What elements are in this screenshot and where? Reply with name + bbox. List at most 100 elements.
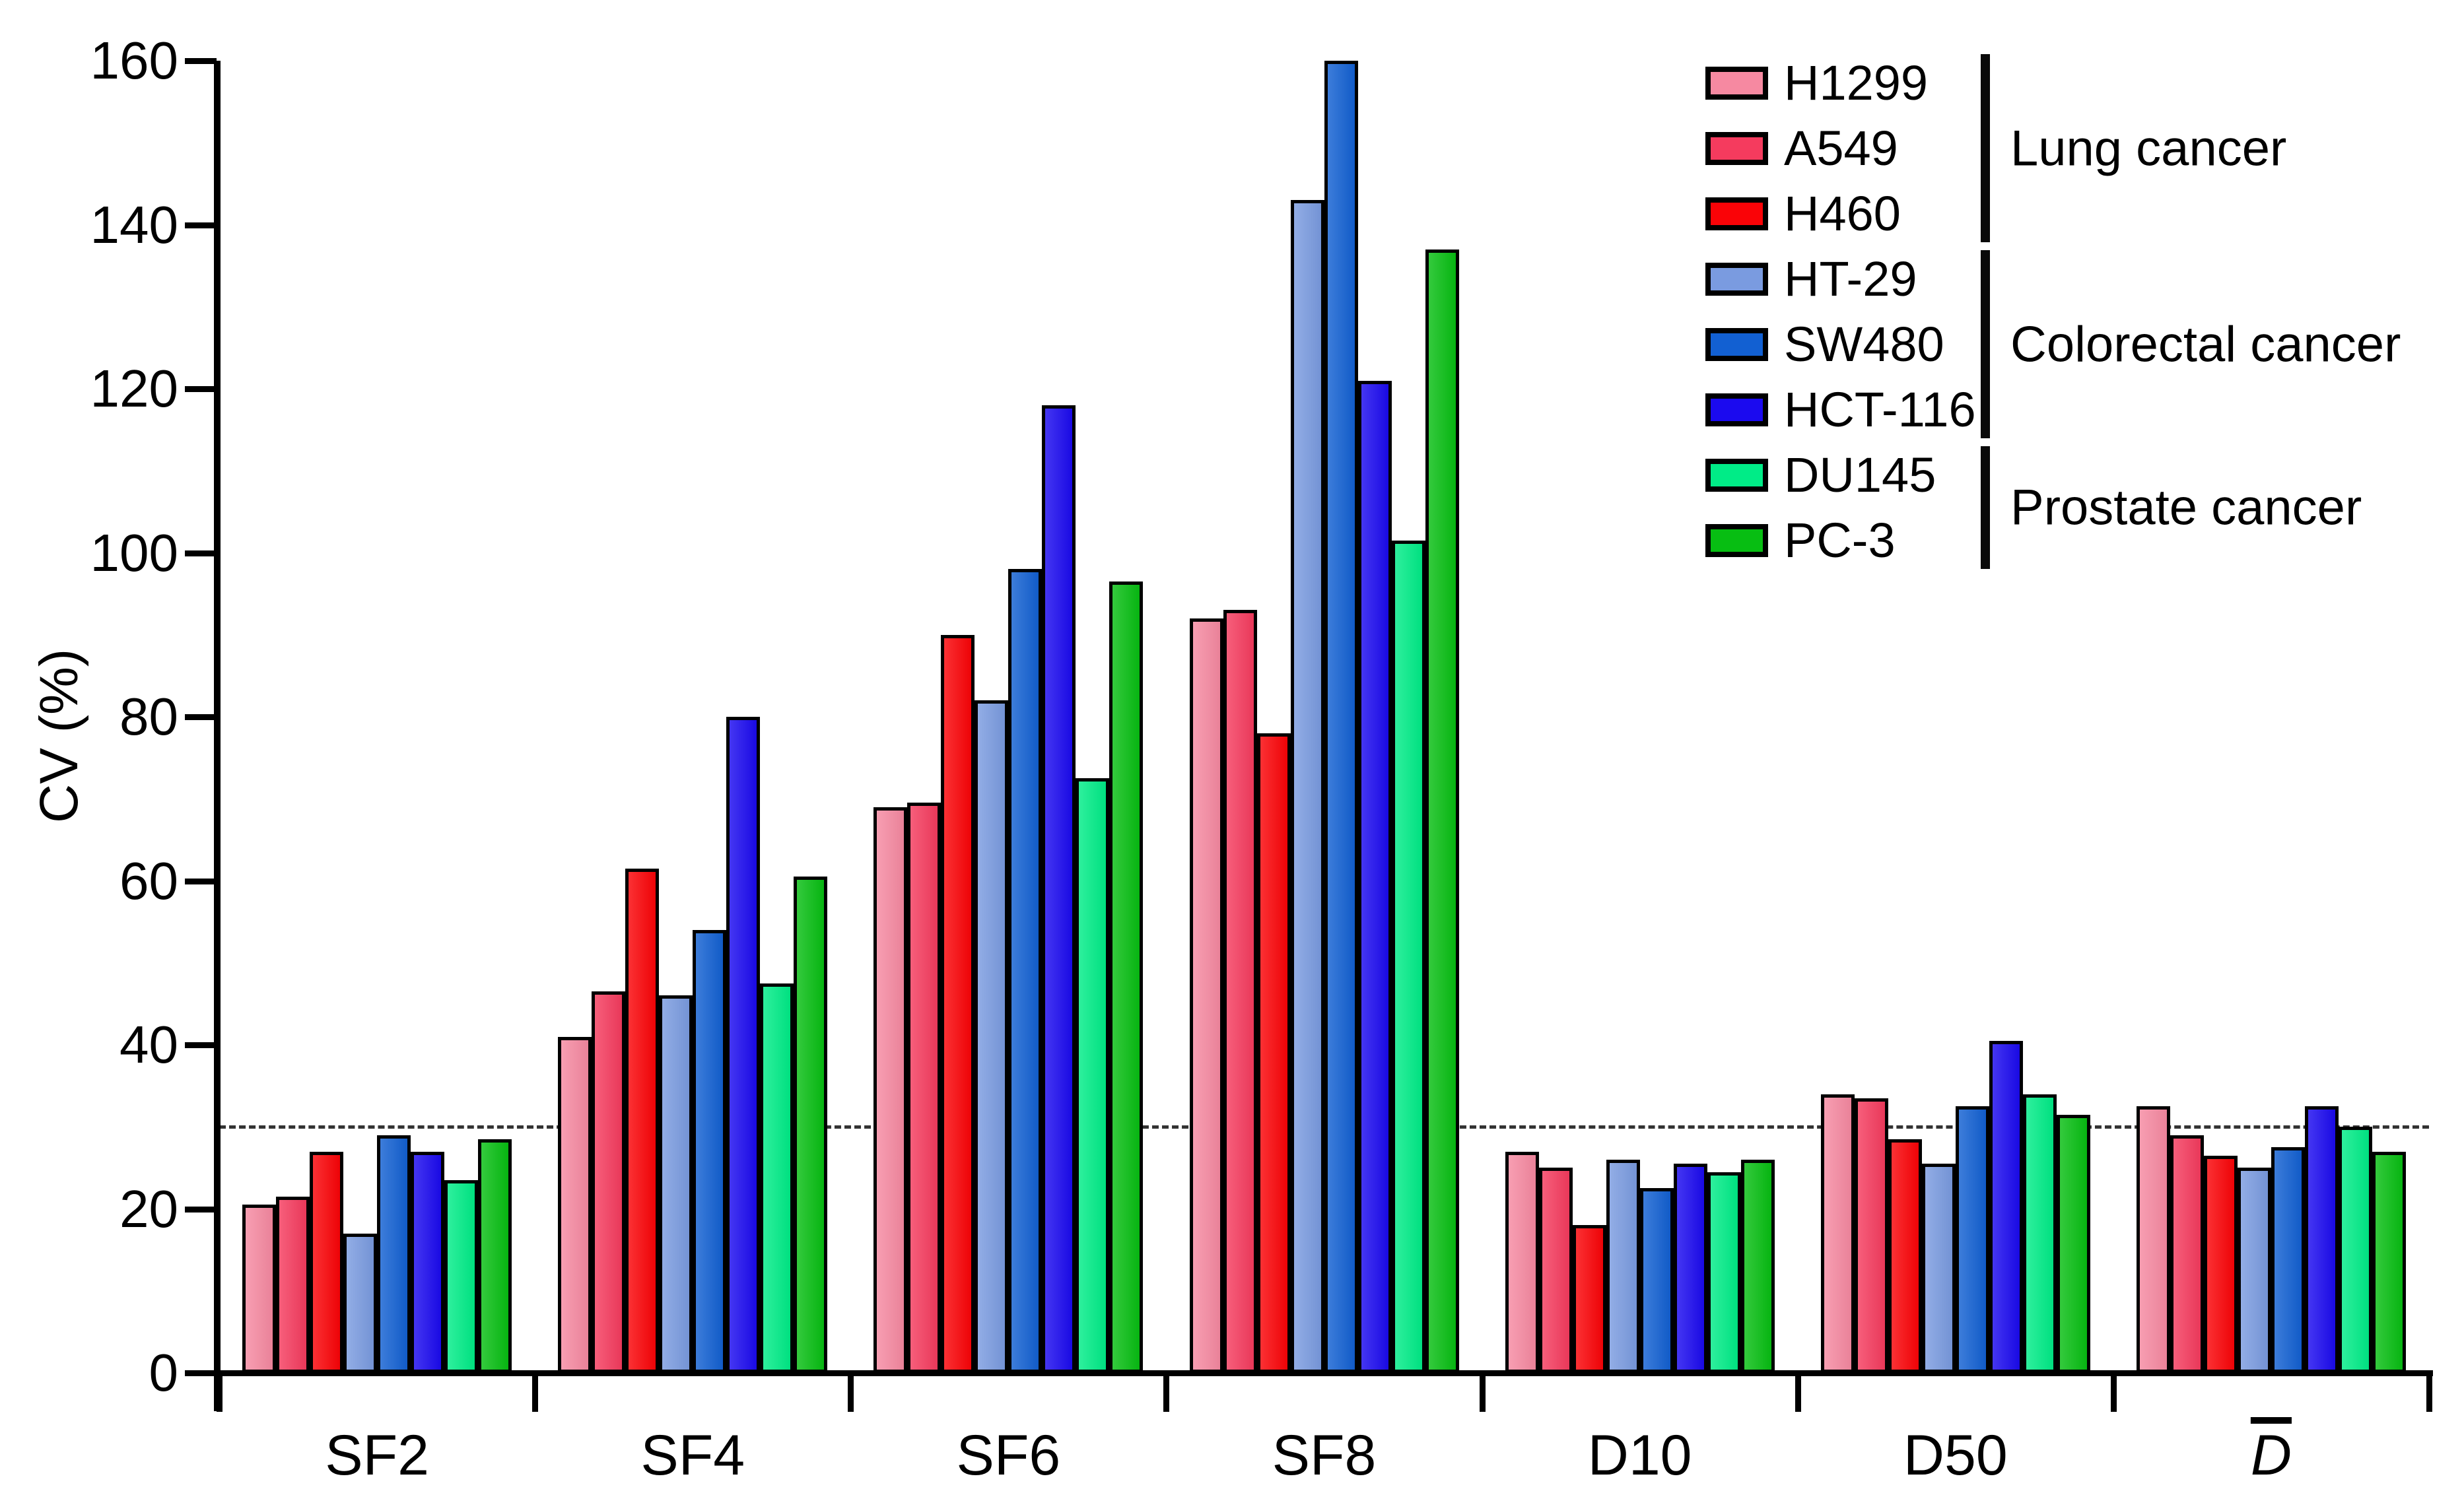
legend-item-SW480: SW480 [1705, 312, 1944, 377]
y-tick-label: 0 [149, 1343, 179, 1402]
x-tick [217, 1376, 222, 1412]
x-category-label-D10: D10 [1587, 1424, 1692, 1487]
legend-bracket-colorectal [1981, 250, 1990, 438]
bar-A549-SF2 [276, 1196, 310, 1373]
bar-A549-SF4 [592, 991, 626, 1373]
bar-H1299-SF8 [1189, 618, 1223, 1373]
legend-label-HT-29: HT-29 [1784, 251, 1917, 306]
bar-A549-SF8 [1223, 610, 1257, 1373]
y-tick-label: 120 [90, 359, 178, 418]
bar-H1299-SF2 [242, 1205, 277, 1373]
x-tick [1163, 1376, 1170, 1412]
legend-item-HCT-116: HCT-116 [1705, 377, 1976, 442]
y-tick [185, 550, 217, 556]
bar-SW480-SF2 [377, 1135, 411, 1373]
legend-item-H460: H460 [1705, 181, 1901, 246]
y-tick-label: 100 [90, 523, 178, 582]
bar-A549-D50 [1854, 1098, 1888, 1373]
bar-H1299-D10 [1505, 1151, 1539, 1373]
x-category-label-D50: D50 [1903, 1424, 2008, 1487]
legend-label-H460: H460 [1784, 186, 1901, 241]
bar-DU145-SF6 [1076, 778, 1110, 1373]
bar-HCT-116-SF8 [1357, 380, 1392, 1373]
legend-swatch-H1299 [1705, 66, 1768, 100]
y-tick [185, 878, 217, 884]
legend-bracket-lung [1981, 54, 1990, 242]
bar-H1299-SF4 [558, 1036, 592, 1373]
bar-A549-D10 [1538, 1168, 1573, 1373]
bar-PC-3-SF6 [1109, 581, 1144, 1373]
bar-HCT-116-SF4 [726, 717, 761, 1373]
legend-label-PC-3: PC-3 [1784, 513, 1896, 568]
bar-H460-SF6 [941, 634, 975, 1373]
legend-label-HCT-116: HCT-116 [1784, 382, 1976, 437]
y-axis-line [214, 61, 221, 1411]
bar-HCT-116-D50 [1989, 1040, 2023, 1373]
y-tick-label: 60 [120, 851, 178, 910]
bar-SW480-SF4 [693, 930, 727, 1373]
x-category-label-SF8: SF8 [1272, 1424, 1377, 1487]
bar-H1299-D50 [1820, 1094, 1855, 1373]
bar-DU145-SF8 [1391, 540, 1425, 1373]
bar-H1299-SF6 [873, 807, 908, 1373]
bar-H460-SF2 [310, 1151, 344, 1373]
bar-DU145-D50 [2022, 1094, 2057, 1373]
bar-HT-29-SF8 [1290, 200, 1324, 1373]
legend-group-label-prostate: Prostate cancer [2010, 479, 2362, 536]
y-tick [185, 1206, 217, 1213]
y-tick [185, 386, 217, 392]
x-category-label-SF4: SF4 [640, 1424, 745, 1487]
bar-DU145-D10 [1707, 1172, 1741, 1373]
legend-group-label-lung: Lung cancer [2010, 120, 2287, 176]
x-tick [1479, 1376, 1486, 1412]
bar-HCT-116-D [2304, 1106, 2339, 1373]
y-tick-label: 140 [90, 195, 178, 254]
bar-PC-3-SF8 [1425, 249, 1459, 1373]
y-axis-title: CV (%) [29, 648, 89, 823]
y-tick [185, 714, 217, 720]
legend-item-H1299: H1299 [1705, 50, 1928, 116]
bar-PC-3-D10 [1740, 1159, 1775, 1373]
x-category-label-SF6: SF6 [956, 1424, 1061, 1487]
bar-PC-3-D [2372, 1151, 2406, 1373]
bar-HT-29-D50 [1921, 1164, 1956, 1373]
bar-PC-3-D50 [2056, 1114, 2090, 1373]
x-tick [2110, 1376, 2117, 1412]
bar-H460-D [2203, 1155, 2238, 1373]
x-tick [1795, 1376, 1801, 1412]
bar-H1299-D [2136, 1106, 2170, 1373]
legend-swatch-H460 [1705, 197, 1768, 230]
legend-swatch-HCT-116 [1705, 393, 1768, 426]
legend-item-A549: A549 [1705, 116, 1898, 181]
bar-SW480-D10 [1639, 1188, 1674, 1373]
legend-label-H1299: H1299 [1784, 55, 1929, 110]
y-tick [185, 1370, 217, 1376]
bar-A549-SF6 [907, 803, 941, 1373]
legend-swatch-SW480 [1705, 327, 1768, 361]
x-axis-line [214, 1370, 2433, 1376]
bar-H460-D10 [1572, 1225, 1606, 1373]
legend-bracket-prostate [1981, 446, 1990, 569]
bar-SW480-D [2271, 1147, 2305, 1373]
legend-label-A549: A549 [1784, 121, 1898, 176]
legend-swatch-A549 [1705, 131, 1768, 165]
x-tick [532, 1376, 539, 1412]
y-tick-label: 80 [120, 687, 178, 746]
bar-SW480-D50 [1955, 1106, 1989, 1373]
bar-HT-29-SF4 [659, 995, 693, 1373]
bar-DU145-SF2 [444, 1180, 479, 1373]
legend-group-label-colorectal: Colorectal cancer [2010, 316, 2401, 372]
bar-HT-29-D10 [1606, 1159, 1640, 1373]
legend-swatch-PC-3 [1705, 523, 1768, 557]
legend-item-DU145: DU145 [1705, 442, 1936, 508]
legend-label-SW480: SW480 [1784, 317, 1944, 372]
x-tick [848, 1376, 854, 1412]
x-category-label-D: D [2250, 1424, 2292, 1487]
x-category-label-SF2: SF2 [325, 1424, 429, 1487]
bar-PC-3-SF2 [478, 1139, 512, 1373]
y-tick-label: 40 [120, 1015, 178, 1074]
legend-item-PC-3: PC-3 [1705, 508, 1896, 573]
bar-SW480-SF8 [1324, 61, 1358, 1373]
